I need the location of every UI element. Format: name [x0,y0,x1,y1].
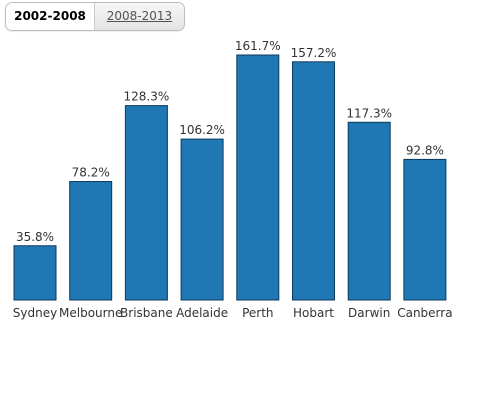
bar-adelaide [180,138,224,301]
bar-darwin [347,121,391,301]
bar-melbourne [69,181,113,301]
tab-2008-2013[interactable]: 2008-2013 [95,3,184,30]
bar-sydney [13,245,57,301]
category-label-brisbane: Brisbane [120,306,173,320]
category-label-melbourne: Melbourne [59,306,122,320]
category-label-adelaide: Adelaide [176,306,228,320]
category-label-darwin: Darwin [348,306,390,320]
category-label-hobart: Hobart [293,306,334,320]
value-label-perth: 161.7% [235,39,281,53]
category-label-sydney: Sydney [13,306,57,320]
bar-brisbane [124,105,168,301]
value-label-adelaide: 106.2% [179,123,225,137]
value-label-brisbane: 128.3% [124,90,170,104]
value-label-canberra: 92.8% [406,143,444,157]
bar-canberra [403,158,447,301]
value-label-darwin: 117.3% [346,106,392,120]
tab-2002-2008[interactable]: 2002-2008 [6,3,95,30]
value-label-melbourne: 78.2% [72,166,110,180]
bar-hobart [292,61,335,301]
category-label-perth: Perth [242,306,273,320]
value-label-sydney: 35.8% [16,230,54,244]
period-tabs: 2002-2008 2008-2013 [5,2,185,31]
category-label-canberra: Canberra [397,306,452,320]
value-label-hobart: 157.2% [291,46,337,60]
bar-perth [236,54,280,301]
